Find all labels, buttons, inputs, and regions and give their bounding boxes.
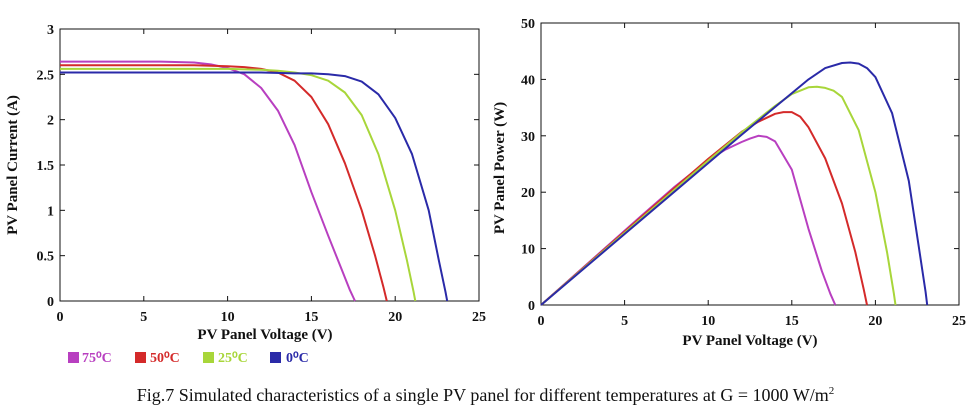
iv-x-tick-label: 15 [304, 310, 318, 325]
legend-swatch-75c [68, 352, 79, 363]
legend-swatch-50c [135, 352, 146, 363]
pv-x-tick-label: 0 [538, 314, 545, 329]
iv-series-line-2 [60, 67, 417, 302]
iv-y-tick-label: 0 [47, 295, 54, 310]
pv-x-tick-label: 20 [868, 314, 882, 329]
iv-y-tick-label: 1 [47, 204, 54, 219]
legend-item-25c: 25⁰C [203, 351, 248, 366]
pv-x-ticks: 0 5 10 15 20 25 [538, 23, 966, 329]
iv-x-tick-label: 25 [472, 310, 486, 325]
legend-label-0c: 0⁰C [286, 351, 309, 366]
pv-y-tick-label: 30 [521, 130, 535, 145]
legend-item-50c: 50⁰C [135, 351, 180, 366]
pv-series-line-0 [540, 134, 837, 306]
figure-caption: Fig.7 Simulated characteristics of a sin… [0, 385, 971, 406]
iv-y-axis-label: PV Panel Current (A) [5, 95, 21, 235]
iv-x-tick-label: 10 [221, 310, 235, 325]
iv-series-line-1 [60, 64, 388, 302]
iv-y-ticks: 0 0.5 1 1.5 2 2.5 3 [37, 23, 479, 310]
iv-chart: 0 5 10 15 20 25 0 0.5 1 1.5 2 2.5 3 PV Panel Voltag… [5, 23, 486, 343]
legend-swatch-25c [203, 352, 214, 363]
legend-swatch-0c [270, 352, 281, 363]
iv-x-axis-label: PV Panel Voltage (V) [197, 327, 332, 343]
pv-y-tick-label: 10 [521, 243, 535, 258]
iv-x-tick-label: 5 [140, 310, 147, 325]
pv-x-tick-label: 5 [621, 314, 628, 329]
pv-x-axis-label: PV Panel Voltage (V) [682, 333, 817, 349]
iv-x-ticks: 0 5 10 15 20 25 [57, 29, 486, 325]
caption-text: Fig.7 Simulated characteristics of a sin… [136, 385, 829, 405]
iv-y-tick-label: 2 [47, 114, 54, 129]
iv-y-tick-label: 3 [47, 23, 54, 38]
pv-y-tick-label: 40 [521, 73, 535, 88]
iv-x-tick-label: 0 [57, 310, 64, 325]
legend: 75⁰C 50⁰C 25⁰C 0⁰C [68, 351, 309, 366]
iv-y-tick-label: 2.5 [37, 68, 55, 83]
iv-x-tick-label: 20 [388, 310, 402, 325]
pv-x-tick-label: 25 [952, 314, 966, 329]
pv-chart: 0 5 10 15 20 25 0 10 20 30 40 50 PV Panel Voltage … [492, 17, 966, 349]
pv-y-tick-label: 0 [528, 299, 535, 314]
pv-series-lines [540, 61, 929, 306]
iv-y-tick-label: 0.5 [37, 250, 55, 265]
iv-y-tick-label: 1.5 [37, 159, 55, 174]
pv-y-tick-label: 50 [521, 17, 535, 32]
iv-series-line-3 [60, 71, 449, 302]
pv-x-tick-label: 15 [785, 314, 799, 329]
legend-label-75c: 75⁰C [82, 351, 112, 366]
legend-item-0c: 0⁰C [270, 351, 309, 366]
iv-series-lines [60, 60, 449, 302]
pv-plot-frame [540, 22, 960, 306]
pv-y-ticks: 0 10 20 30 40 50 [521, 17, 959, 314]
caption-superscript: 2 [828, 385, 835, 397]
pv-y-axis-label: PV Panel Power (W) [492, 102, 508, 234]
pv-y-tick-label: 20 [521, 186, 535, 201]
legend-label-25c: 25⁰C [218, 351, 248, 366]
pv-series-line-2 [540, 85, 897, 306]
pv-series-line-3 [540, 61, 929, 306]
legend-item-75c: 75⁰C [68, 351, 112, 366]
pv-series-line-1 [540, 111, 868, 306]
pv-x-tick-label: 10 [701, 314, 715, 329]
iv-series-line-0 [60, 60, 356, 302]
legend-label-50c: 50⁰C [150, 351, 180, 366]
